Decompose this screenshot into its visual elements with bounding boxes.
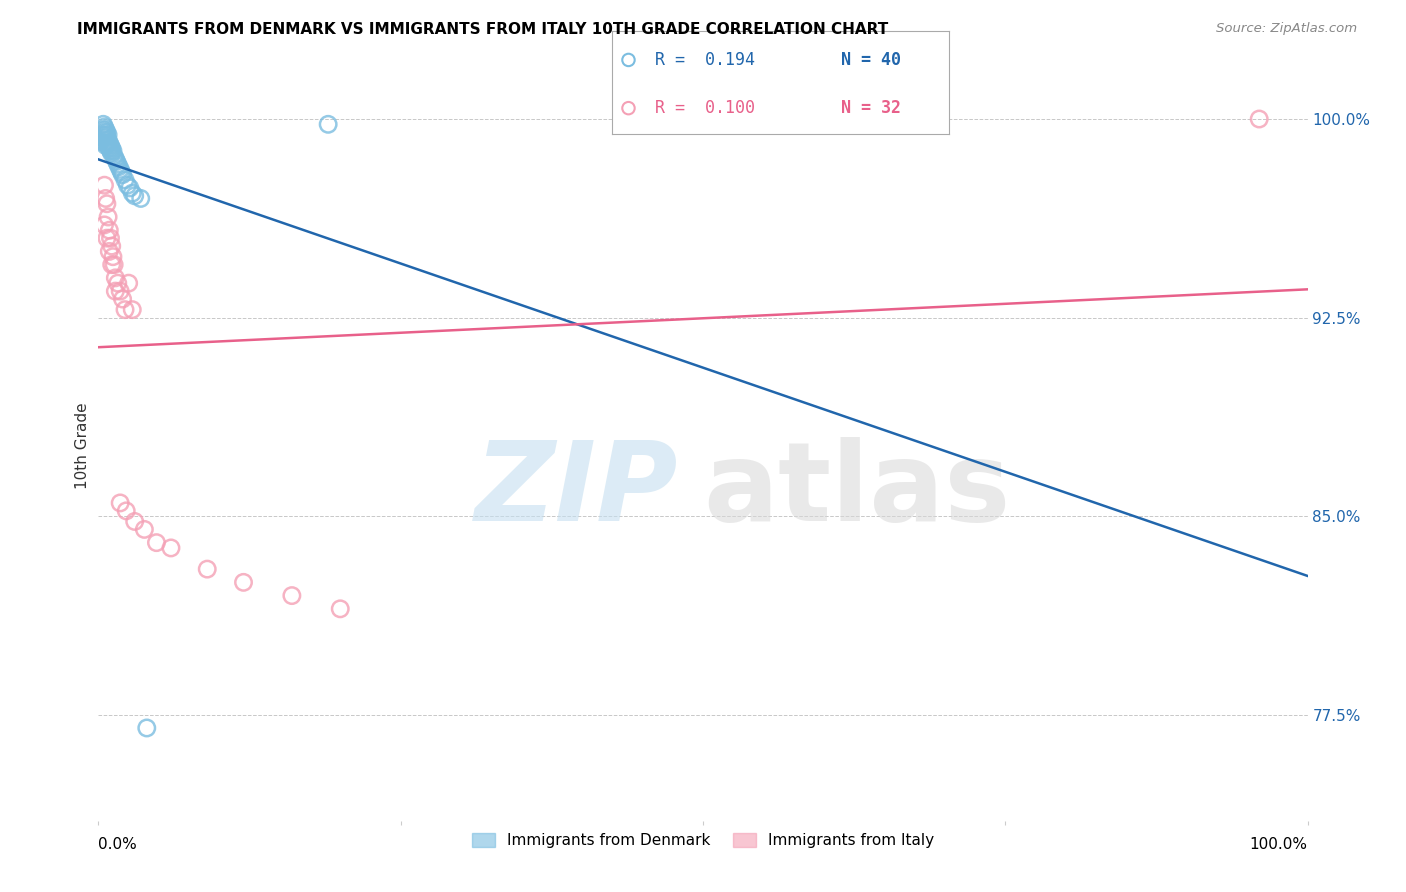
Point xyxy=(101,144,124,158)
Point xyxy=(94,133,117,147)
Legend: Immigrants from Denmark, Immigrants from Italy: Immigrants from Denmark, Immigrants from… xyxy=(465,827,941,855)
Point xyxy=(93,136,115,150)
Point xyxy=(135,721,157,735)
Text: 100.0%: 100.0% xyxy=(1250,837,1308,852)
Point xyxy=(94,128,117,142)
Text: atlas: atlas xyxy=(703,437,1011,544)
Point xyxy=(105,154,128,169)
Text: N = 32: N = 32 xyxy=(841,99,901,117)
Point xyxy=(91,122,114,136)
Point xyxy=(100,138,122,153)
Point xyxy=(93,218,115,232)
Text: IMMIGRANTS FROM DENMARK VS IMMIGRANTS FROM ITALY 10TH GRADE CORRELATION CHART: IMMIGRANTS FROM DENMARK VS IMMIGRANTS FR… xyxy=(77,22,889,37)
Point xyxy=(94,191,117,205)
Point xyxy=(100,146,122,161)
Point xyxy=(107,276,129,290)
Point xyxy=(96,136,118,150)
Point xyxy=(124,515,146,529)
Point xyxy=(96,125,118,139)
Point xyxy=(114,173,136,187)
Point xyxy=(104,271,127,285)
Point xyxy=(118,276,141,290)
Point xyxy=(98,141,121,155)
Point xyxy=(107,157,129,171)
Point xyxy=(98,223,121,237)
Point xyxy=(101,250,124,264)
Text: ZIP: ZIP xyxy=(475,437,679,544)
Text: 0.0%: 0.0% xyxy=(98,837,138,852)
Point xyxy=(94,138,117,153)
Text: R =  0.100: R = 0.100 xyxy=(655,99,755,117)
Point xyxy=(96,231,118,245)
Point xyxy=(97,210,120,224)
Point xyxy=(111,168,134,182)
Point xyxy=(91,128,114,142)
Point xyxy=(195,562,218,576)
Point xyxy=(93,125,115,139)
Point xyxy=(281,589,304,603)
Point xyxy=(103,258,125,272)
Point xyxy=(121,186,143,201)
Point xyxy=(121,302,143,317)
Point xyxy=(100,144,122,158)
Text: R =  0.194: R = 0.194 xyxy=(655,51,755,69)
Point xyxy=(617,101,640,115)
Point xyxy=(96,130,118,145)
Text: Source: ZipAtlas.com: Source: ZipAtlas.com xyxy=(1216,22,1357,36)
Text: N = 40: N = 40 xyxy=(841,51,901,69)
Point xyxy=(103,149,125,163)
Point xyxy=(110,165,132,179)
Point xyxy=(98,244,121,259)
Point xyxy=(134,522,156,536)
Point xyxy=(1249,112,1271,126)
Point xyxy=(129,191,152,205)
Point xyxy=(97,133,120,147)
Point xyxy=(124,189,146,203)
Point xyxy=(111,292,134,306)
Point xyxy=(108,160,131,174)
Point xyxy=(115,504,138,518)
Point xyxy=(108,162,131,177)
Point xyxy=(145,535,167,549)
Point xyxy=(93,130,115,145)
Point xyxy=(617,53,640,67)
Point xyxy=(97,138,120,153)
Point xyxy=(232,575,254,590)
Point xyxy=(91,117,114,131)
Point xyxy=(316,117,339,131)
Point xyxy=(100,258,122,272)
Point xyxy=(160,541,183,555)
Point xyxy=(93,120,115,134)
Point xyxy=(114,302,136,317)
Point xyxy=(118,181,141,195)
Point xyxy=(108,284,131,298)
Point xyxy=(100,231,122,245)
Point xyxy=(108,496,131,510)
Point xyxy=(117,178,139,193)
Point xyxy=(97,128,120,142)
Point xyxy=(94,122,117,136)
Point xyxy=(100,239,122,253)
Point xyxy=(104,284,127,298)
Y-axis label: 10th Grade: 10th Grade xyxy=(75,402,90,490)
Point xyxy=(104,152,127,166)
Point xyxy=(98,136,121,150)
Point xyxy=(93,178,115,193)
Point xyxy=(100,141,122,155)
Point xyxy=(96,196,118,211)
Point xyxy=(329,602,352,616)
